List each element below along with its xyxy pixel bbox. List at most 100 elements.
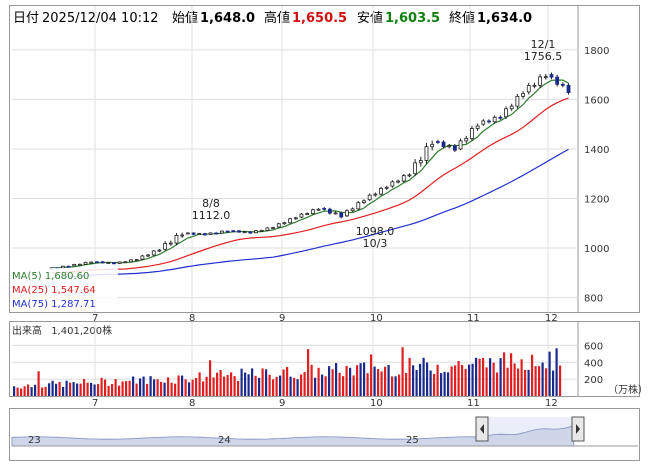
candle-body — [549, 74, 554, 78]
candle-body — [413, 162, 418, 175]
volume-bar — [461, 364, 464, 396]
candle-body — [470, 128, 474, 139]
candle-body — [276, 223, 281, 228]
volume-bar — [468, 364, 471, 396]
candle-body — [333, 212, 338, 215]
candle-body — [339, 212, 344, 218]
candle-body — [560, 83, 565, 86]
volume-bar — [72, 382, 75, 396]
volume-bar — [128, 380, 131, 396]
candle-body — [447, 145, 452, 148]
volume-bar — [436, 364, 439, 396]
month-tick-label: 8 — [189, 313, 195, 324]
volume-bar — [454, 365, 457, 396]
candle-body — [555, 76, 560, 85]
candle-body — [146, 254, 150, 257]
candle-body — [157, 249, 162, 252]
open-value: 1,648.0 — [200, 11, 255, 26]
candle-body — [208, 232, 213, 235]
volume-bar — [359, 363, 362, 396]
volume-bar — [272, 379, 275, 396]
candle-body — [288, 218, 293, 224]
volume-bar — [212, 377, 215, 396]
volume-bar — [464, 368, 467, 396]
volume-bar — [142, 376, 145, 396]
volume-bar — [48, 383, 51, 396]
volume-tick-label: 200 — [584, 375, 603, 386]
candle-body — [77, 263, 82, 266]
volume-bar — [275, 376, 278, 396]
volume-bar — [132, 376, 135, 396]
nav-year-25: 25 — [406, 435, 419, 446]
volume-bar — [41, 387, 44, 396]
candle-body — [265, 227, 270, 231]
volume-bar — [412, 365, 415, 396]
volume-title: 出来高 1,401,200株 — [12, 324, 112, 337]
volume-value: 1,401,200株 — [51, 324, 112, 337]
volume-bar — [247, 374, 250, 396]
volume-bar — [121, 381, 124, 396]
volume-bar — [328, 366, 331, 396]
candle-body — [350, 208, 355, 212]
price-axis: 800 1000 1200 1400 1600 1800 — [584, 46, 609, 305]
price-tick-label: 1800 — [584, 46, 609, 57]
open-label: 始値 — [172, 10, 198, 26]
candlesticks — [49, 72, 571, 270]
volume-label: 出来高 — [12, 324, 42, 337]
candle-body — [112, 262, 116, 265]
volume-bar — [230, 372, 233, 396]
volume-bar — [86, 382, 89, 396]
volume-bar — [83, 379, 86, 396]
volume-bar — [310, 364, 313, 396]
legend-ma75: MA(75) 1,287.71 — [12, 299, 96, 310]
volume-bar — [62, 386, 65, 396]
volume-bar — [545, 368, 548, 396]
ohlc-header: 日付 2025/12/04 10:12 始値 1,648.0 高値 1,650.… — [13, 10, 532, 26]
volume-bar — [506, 367, 509, 396]
annotation-oct-value: 1098.0 — [356, 225, 395, 238]
volume-bar — [226, 375, 229, 396]
volume-bar — [447, 372, 450, 396]
month-tick-label: 9 — [279, 313, 285, 324]
volume-bar — [398, 374, 401, 396]
volume-bar — [114, 379, 117, 396]
candle-body — [180, 234, 185, 237]
volume-bar — [415, 369, 418, 396]
candle-body — [566, 84, 571, 93]
ma75-line — [51, 148, 569, 279]
high-label: 高値 — [264, 10, 290, 26]
volume-bar — [485, 367, 488, 396]
volume-bar — [160, 381, 163, 396]
candle-body — [163, 243, 168, 250]
candle-body — [259, 229, 264, 232]
low-label: 安値 — [357, 10, 383, 26]
volume-bar — [538, 366, 541, 396]
volume-bar — [370, 354, 373, 396]
month-axis: 7 8 9 10 11 12 — [92, 313, 558, 324]
volume-bar — [429, 370, 432, 396]
volume-bar — [191, 379, 194, 396]
candle-body — [464, 138, 469, 142]
volume-bar — [499, 358, 502, 396]
candle-body — [117, 261, 122, 264]
candle-body — [123, 261, 128, 264]
candle-body — [430, 143, 435, 148]
volume-bar — [195, 377, 198, 396]
volume-bar — [118, 385, 121, 396]
volume-bar — [482, 357, 485, 396]
volume-bar — [289, 376, 292, 396]
volume-bar — [149, 376, 152, 396]
candle-body — [271, 227, 275, 229]
period-navigator[interactable] — [11, 417, 638, 447]
candle-body — [401, 175, 406, 182]
volume-bar — [286, 367, 289, 396]
volume-bar — [401, 347, 404, 396]
candle-body — [379, 187, 383, 195]
candle-body — [418, 160, 423, 164]
volume-bar — [254, 375, 257, 396]
ma5-line — [51, 79, 569, 269]
volume-bar — [510, 353, 513, 396]
volume-bar — [125, 381, 128, 396]
volume-bar — [216, 372, 219, 396]
candle-body — [367, 194, 372, 201]
